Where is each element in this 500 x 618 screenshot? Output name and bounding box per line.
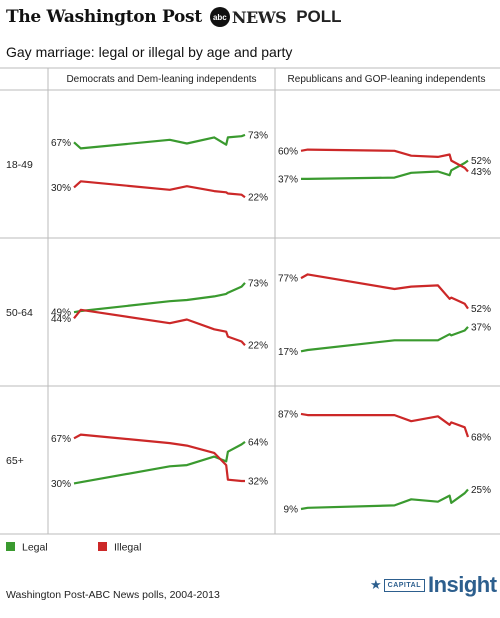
poll-label: POLL [296, 7, 342, 26]
capital-insight-logo: ★ CAPITAL Insight [370, 572, 497, 598]
data-label-start-illegal-2: 60% [278, 146, 298, 157]
newspaper-logo: The Washington Post [6, 7, 202, 27]
data-label-start-legal-4: 17% [278, 347, 298, 358]
data-label-start-legal-2: 37% [278, 174, 298, 185]
data-label-start-legal-3: 49% [51, 308, 71, 319]
data-label-start-illegal-3: 44% [51, 314, 71, 325]
legend-swatch-legal [6, 542, 15, 551]
data-label-start-illegal-6: 87% [278, 409, 298, 420]
series-line-legal-1 [73, 133, 246, 150]
source-note: Washington Post-ABC News polls, 2004-201… [6, 589, 220, 601]
data-label-start-legal-6: 9% [284, 505, 299, 516]
data-label-end-illegal-3: 22% [248, 341, 268, 352]
legend-label-legal: Legal [22, 542, 48, 554]
series-line-illegal-3 [73, 308, 246, 346]
series-line-illegal-5 [73, 433, 245, 483]
logo-capital-text: CAPITAL [383, 578, 425, 592]
column-header-1: Democrats and Dem-leaning independents [66, 74, 256, 85]
series-line-legal-3 [73, 282, 246, 314]
data-label-end-legal-1: 73% [248, 130, 268, 141]
data-label-end-legal-6: 25% [471, 485, 491, 496]
series-line-illegal-1 [73, 180, 246, 199]
row-label-65-: 65+ [6, 455, 24, 467]
masthead: The Washington Post abc NEWS POLL [6, 4, 342, 30]
network-logo: NEWS [231, 7, 287, 27]
row-label-50-64: 50-64 [6, 307, 33, 319]
row-label-18-49: 18-49 [6, 159, 33, 171]
data-label-end-illegal-4: 52% [471, 304, 491, 315]
series-line-illegal-4 [300, 273, 469, 310]
data-label-start-illegal-5: 67% [51, 434, 71, 445]
column-header-2: Republicans and GOP-leaning independents [288, 74, 486, 85]
star-icon: ★ [370, 577, 382, 592]
series-line-legal-4 [300, 326, 469, 353]
logo-insight-text: Insight [427, 572, 497, 597]
chart-title: Gay marriage: legal or illegal by age an… [6, 44, 293, 60]
legend-swatch-illegal [98, 542, 107, 551]
data-label-end-illegal-1: 22% [248, 193, 268, 204]
data-label-end-legal-2: 52% [471, 156, 491, 167]
data-label-end-illegal-5: 32% [248, 476, 268, 487]
data-label-end-illegal-2: 43% [471, 167, 491, 178]
data-label-start-legal-1: 67% [51, 138, 71, 149]
data-label-end-legal-4: 37% [471, 322, 491, 333]
data-label-end-illegal-6: 68% [471, 433, 491, 444]
data-label-start-illegal-1: 30% [51, 183, 71, 194]
legend-label-illegal: Illegal [114, 542, 141, 554]
series-line-illegal-6 [300, 412, 470, 438]
data-label-start-illegal-4: 77% [278, 274, 298, 285]
data-label-start-legal-5: 30% [51, 479, 71, 490]
data-label-end-legal-3: 73% [248, 278, 268, 289]
series-line-legal-5 [73, 441, 246, 485]
data-label-end-legal-5: 64% [248, 437, 268, 448]
series-line-illegal-2 [300, 148, 469, 173]
series-line-legal-2 [301, 159, 469, 180]
series-line-legal-6 [300, 488, 469, 511]
abc-logo-icon: abc [209, 7, 230, 27]
